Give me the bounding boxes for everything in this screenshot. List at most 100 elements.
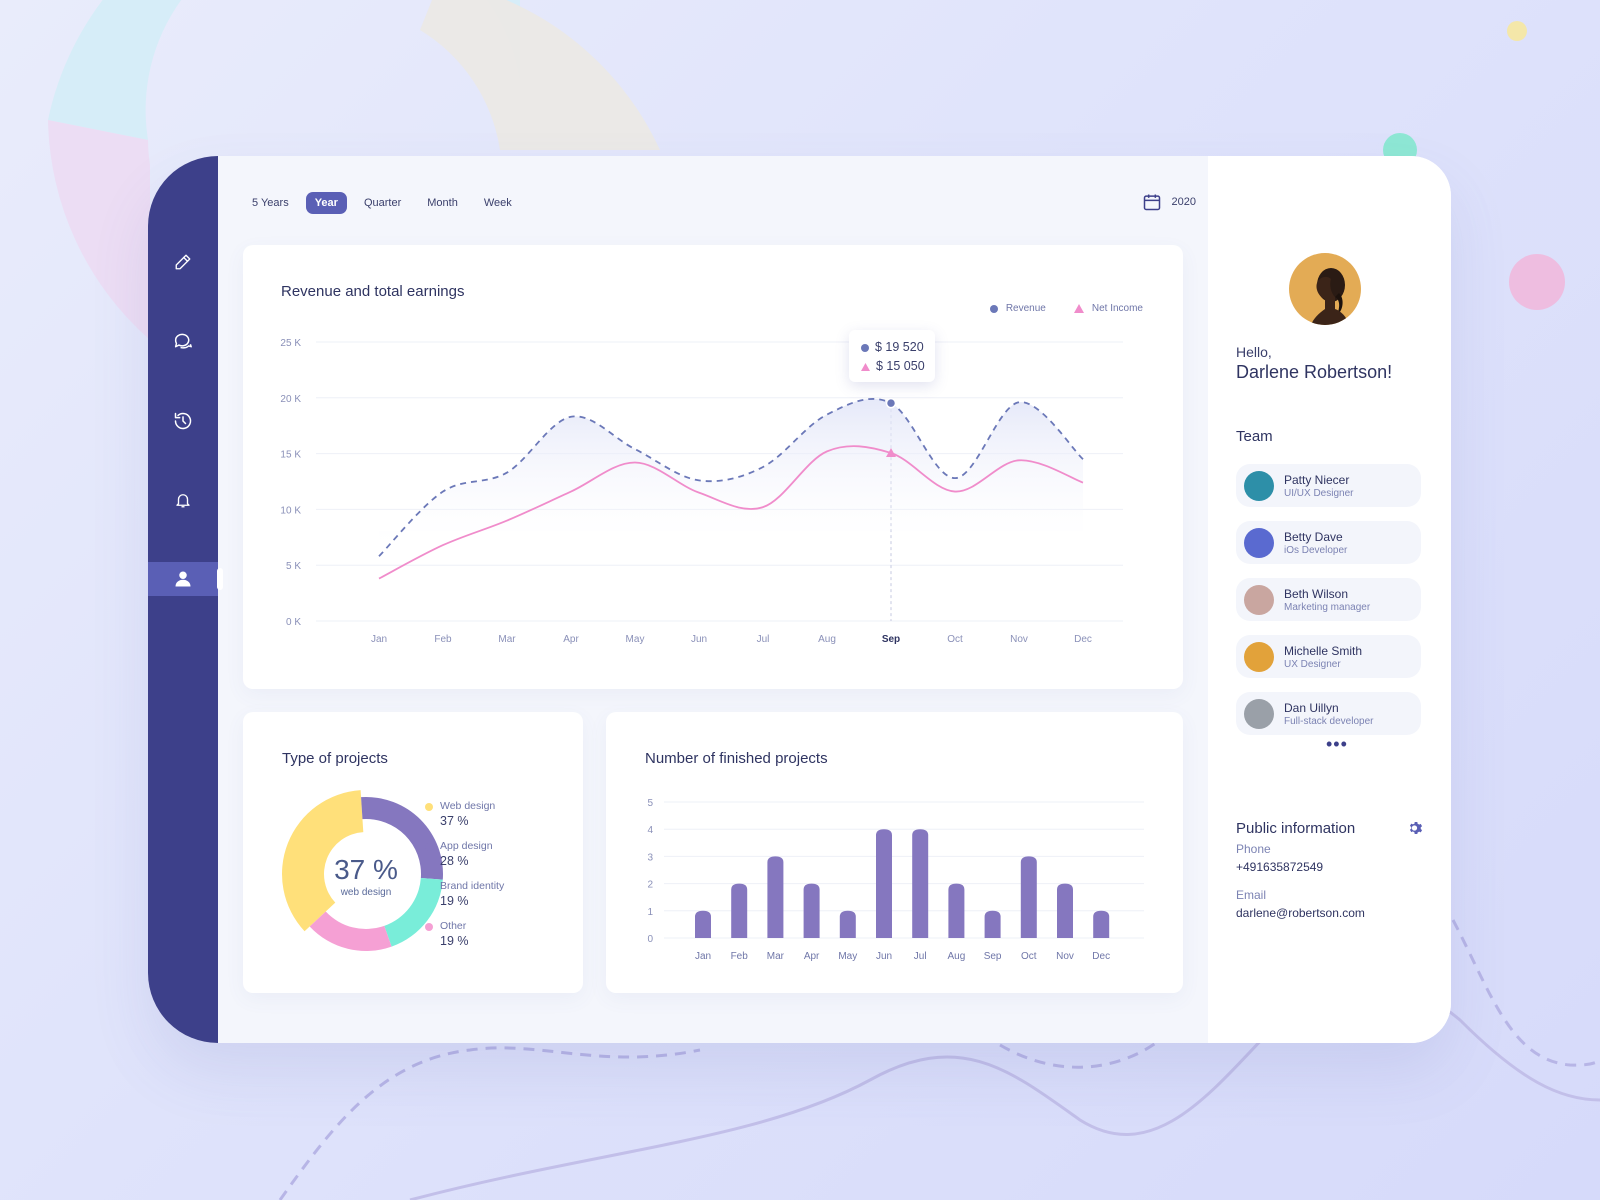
- avatar[interactable]: [1289, 253, 1361, 325]
- profile-panel: Hello, Darlene Robertson! Team Patty Nie…: [1208, 156, 1451, 1043]
- member-name: Beth Wilson: [1284, 586, 1349, 601]
- tab-quarter[interactable]: Quarter: [363, 197, 402, 209]
- bar: [1057, 883, 1073, 938]
- bar: [1020, 856, 1037, 938]
- revenue-line: [378, 398, 1084, 557]
- tooltip-net-income-value: $ 15 050: [876, 359, 925, 374]
- type-chart-title: Type of projects: [282, 750, 388, 767]
- legend-net-income-label: Net Income: [1091, 303, 1143, 314]
- y-tick-label: 25 K: [280, 338, 301, 349]
- year-selector[interactable]: 2020: [1142, 192, 1196, 212]
- phone-value: +491635872549: [1236, 860, 1324, 874]
- sidebar-item-history[interactable]: [148, 404, 218, 438]
- y-tick-label: 10 K: [280, 505, 301, 516]
- sidebar-item-edit[interactable]: [148, 245, 218, 279]
- y-tick-label: 1: [647, 907, 653, 918]
- member-role: Marketing manager: [1284, 601, 1371, 613]
- tab-5-years[interactable]: 5 Years: [252, 197, 289, 209]
- x-tick-label: Apr: [563, 634, 579, 645]
- revenue-panel: Revenue and total earnings Revenue Net I…: [243, 245, 1183, 689]
- y-tick-label: 0: [647, 934, 653, 945]
- net-income-point: [886, 448, 896, 458]
- history-icon: [174, 412, 192, 430]
- y-tick-label: 20 K: [280, 394, 301, 405]
- legend-label: Brand identity: [440, 880, 505, 892]
- member-avatar: [1244, 641, 1274, 672]
- legend-net-income: Net Income: [1073, 303, 1143, 314]
- type-donut-chart: [282, 790, 443, 951]
- x-tick-label: Jul: [757, 634, 770, 645]
- finished-chart-title: Number of finished projects: [645, 750, 828, 767]
- tooltip-net-income-row: $ 15 050: [861, 357, 925, 376]
- donut-slice: [309, 911, 392, 951]
- team-title: Team: [1236, 428, 1273, 445]
- legend-item-brand-identity: Brand identity 19 %: [425, 880, 504, 920]
- type-legend: Web design 37 % App design 28 % Brand id…: [425, 800, 504, 960]
- x-tick-label: May: [838, 951, 857, 962]
- legend-item-web-design: Web design 37 %: [425, 800, 504, 840]
- member-text: Dan Uillyn Full-stack developer: [1284, 701, 1373, 727]
- tab-year[interactable]: Year: [305, 192, 347, 214]
- donut-slice: [282, 790, 364, 932]
- team-member[interactable]: Dan Uillyn Full-stack developer: [1236, 692, 1421, 735]
- greeting: Hello,: [1236, 344, 1272, 360]
- type-of-projects-panel: Type of projects 37 % web design Web des…: [243, 712, 583, 993]
- x-tick-label: Dec: [1092, 951, 1110, 962]
- revenue-area: [379, 398, 1083, 557]
- y-tick-label: 5: [647, 798, 653, 809]
- more-members-button[interactable]: •••: [1326, 734, 1348, 754]
- x-tick-label: Mar: [498, 634, 516, 645]
- legend-item-app-design: App design 28 %: [425, 840, 504, 880]
- gear-icon[interactable]: [1408, 820, 1424, 836]
- team-member[interactable]: Michelle Smith UX Designer: [1236, 635, 1421, 678]
- x-tick-label: Jul: [914, 951, 927, 962]
- member-avatar: [1244, 584, 1274, 615]
- member-role: iOs Developer: [1284, 544, 1348, 556]
- x-tick-label: Feb: [434, 634, 452, 645]
- dashboard-card: 5 Years Year Quarter Month Week 2020 Rev…: [148, 156, 1451, 1043]
- finished-bar-chart: 0 1 2 3 4 5 Jan Feb Mar Apr May Jun Jul Aug Sep Oct Nov D…: [647, 798, 1144, 962]
- finished-projects-panel: Number of finished projects 0 1 2 3 4 5 Jan Feb…: [606, 712, 1183, 993]
- donut-slice: [384, 878, 443, 947]
- x-tick-label: Aug: [818, 634, 836, 645]
- legend-label: Web design: [440, 800, 496, 812]
- y-tick-label: 3: [647, 852, 653, 863]
- member-name: Dan Uillyn: [1284, 700, 1339, 715]
- x-tick-label: Nov: [1056, 951, 1074, 962]
- member-avatar: [1244, 470, 1274, 501]
- main-content: 5 Years Year Quarter Month Week 2020 Rev…: [218, 156, 1208, 1043]
- team-member[interactable]: Beth Wilson Marketing manager: [1236, 578, 1421, 621]
- net-income-line: [378, 445, 1084, 580]
- legend-revenue-label: Revenue: [1005, 303, 1046, 314]
- revenue-point: [885, 397, 897, 409]
- donut-center-label: web design: [340, 887, 392, 898]
- legend-value: 19 %: [440, 894, 469, 908]
- team-member[interactable]: Patty Niecer UI/UX Designer: [1236, 464, 1421, 507]
- x-tick-label: Nov: [1010, 634, 1028, 645]
- sidebar-item-notifications[interactable]: [148, 483, 218, 517]
- member-name: Patty Niecer: [1284, 472, 1350, 487]
- member-avatar: [1244, 527, 1274, 558]
- bar: [876, 829, 892, 938]
- tab-week[interactable]: Week: [483, 197, 512, 209]
- donut-slice: [361, 797, 443, 880]
- tab-month[interactable]: Month: [427, 197, 458, 209]
- x-tick-label: Jun: [691, 634, 707, 645]
- calendar-icon: [1143, 194, 1160, 211]
- team-list: Patty Niecer UI/UX Designer Betty Dave iOs …: [1236, 464, 1421, 749]
- y-tick-label: 2: [647, 880, 653, 891]
- bar: [1093, 910, 1110, 938]
- team-member[interactable]: Betty Dave iOs Developer: [1236, 521, 1421, 564]
- sidebar-item-messages[interactable]: [148, 324, 218, 358]
- sidebar-item-profile[interactable]: [148, 562, 223, 596]
- public-info-title: Public information: [1236, 820, 1356, 837]
- period-tabs: 5 Years Year Quarter Month Week: [243, 192, 521, 214]
- member-text: Michelle Smith UX Designer: [1284, 644, 1362, 670]
- bar: [695, 910, 711, 938]
- legend-dot: [425, 923, 433, 931]
- email-label: Email: [1236, 888, 1267, 902]
- y-tick-label: 15 K: [280, 450, 301, 461]
- member-role: UX Designer: [1284, 658, 1341, 670]
- member-text: Patty Niecer UI/UX Designer: [1284, 473, 1353, 499]
- legend-dot: [425, 803, 433, 811]
